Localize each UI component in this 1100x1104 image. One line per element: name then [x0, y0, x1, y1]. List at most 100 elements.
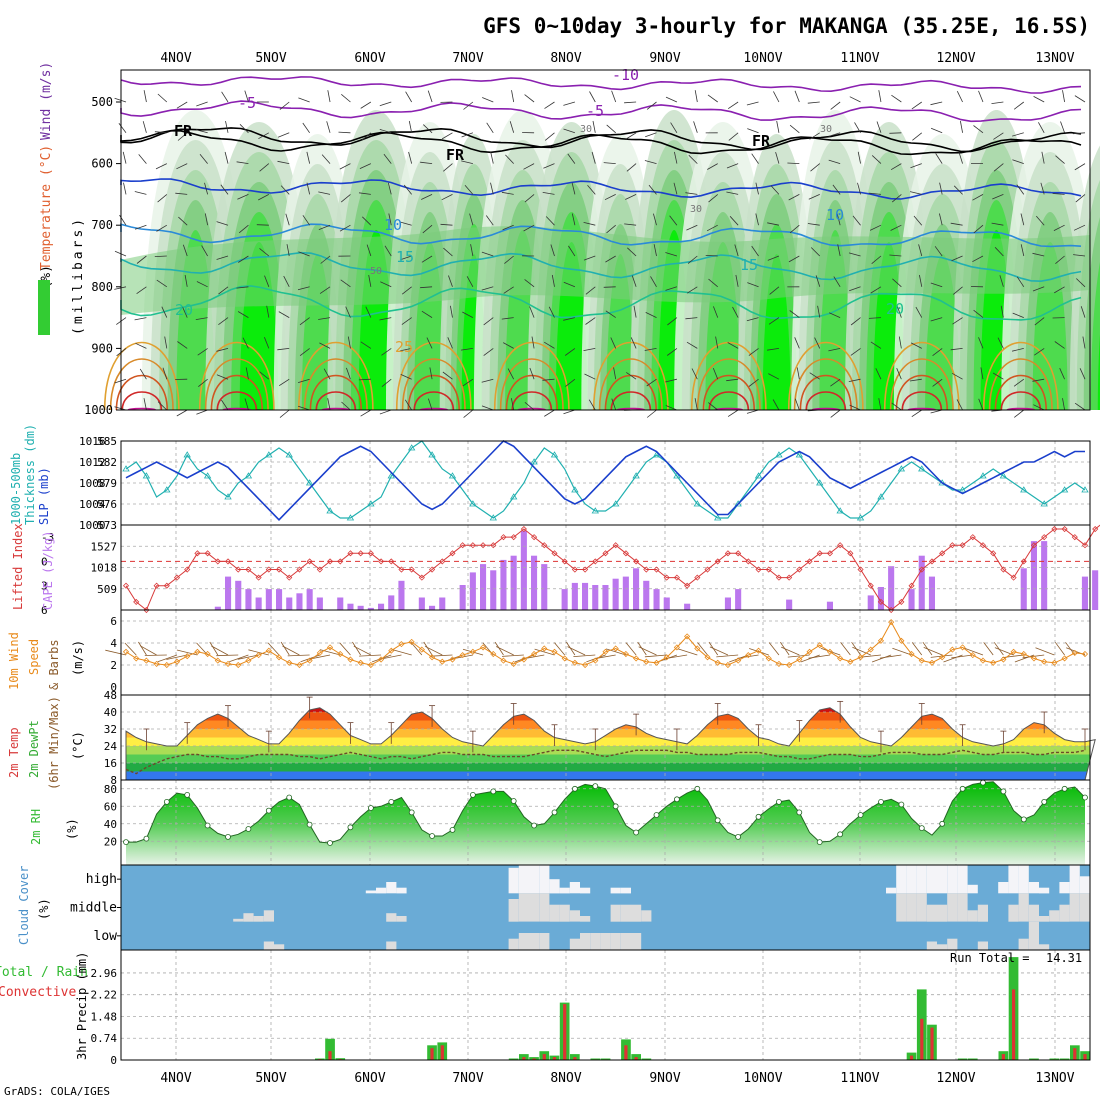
isotherm-label: 15	[396, 248, 414, 266]
cloud-cell	[641, 910, 651, 921]
isotherm-label: -5	[238, 94, 256, 112]
wind-label-3: & Barbs	[47, 639, 61, 690]
rh2m-marker	[266, 808, 271, 813]
cape-bar	[929, 577, 935, 610]
cloud-cell	[1059, 882, 1069, 893]
cloud-cell	[580, 933, 590, 950]
rh2m-marker	[797, 810, 802, 815]
rh2m-marker	[1062, 786, 1067, 791]
cape-bar	[256, 598, 262, 611]
date-label-bottom: 4NOV	[160, 1071, 191, 1086]
date-label-bottom: 11NOV	[840, 1071, 879, 1086]
cape-bar	[521, 531, 527, 610]
cloud-cell	[376, 888, 386, 894]
cloud-cell	[600, 933, 610, 950]
cloud-cell	[570, 939, 580, 950]
cape-bar	[888, 566, 894, 610]
isotherm-label: FR	[174, 122, 193, 140]
rh2m-marker	[981, 780, 986, 785]
rh2m-label-1: 2m RH	[29, 809, 43, 845]
cloud-cell	[1019, 893, 1029, 921]
precip-conv-bar	[1073, 1048, 1076, 1060]
rh2m-marker	[144, 836, 149, 841]
rh2m-marker	[572, 786, 577, 791]
cape-bar	[623, 577, 629, 610]
cape-bar	[1031, 541, 1037, 610]
slp-label: SLP (mb)	[37, 467, 51, 525]
cape-bar	[235, 581, 241, 610]
cape-bar	[317, 598, 323, 611]
precip-tick-label: 0.74	[91, 1032, 118, 1045]
cloud-cell	[998, 882, 1008, 893]
cloud-cell	[1019, 939, 1029, 950]
cape-bar	[490, 570, 496, 610]
cape-bar	[337, 598, 343, 611]
date-label-top: 6NOV	[354, 51, 385, 66]
isotherm-label: 10	[384, 216, 402, 234]
cape-bar	[664, 598, 670, 611]
cape-bar	[613, 579, 619, 610]
cloud-cell	[937, 944, 947, 950]
slp-tick-label: 1000	[79, 519, 106, 532]
temp-tick-label: 32	[104, 723, 117, 736]
cape-bar	[643, 581, 649, 610]
isotherm-label: 30	[820, 124, 832, 135]
cloud-cell	[274, 944, 284, 950]
rh2m-tick-label: 60	[104, 800, 117, 813]
footer-credit: GrADS: COLA/IGES	[4, 1085, 110, 1098]
cloud-cell	[1008, 865, 1018, 893]
cloud-cell	[264, 910, 274, 921]
cloud-cell	[549, 905, 559, 922]
temp-tick-label: 16	[104, 757, 117, 770]
cape-bar	[1092, 570, 1098, 610]
isotherm-label: -10	[612, 66, 639, 84]
cape-bar	[868, 595, 874, 610]
date-label-bottom: 9NOV	[649, 1071, 680, 1086]
cloud-cell	[906, 865, 916, 893]
isotherm-label: 30	[690, 204, 702, 215]
rh2m-label-2: (%)	[65, 818, 79, 840]
temp-label-2: 2m DewPt	[27, 720, 41, 778]
upper-ytick-label: 600	[91, 157, 113, 171]
cloud-cell	[509, 899, 519, 922]
cloud-cell	[539, 865, 549, 893]
precip-conv-bar	[328, 1051, 331, 1060]
precip-label-3: 3hr Precip (mm)	[75, 952, 89, 1060]
wind-barb	[604, 287, 616, 288]
cloud-cell	[1039, 916, 1049, 922]
rh2m-marker	[389, 799, 394, 804]
cloud-cell	[621, 905, 631, 922]
cloud-cell	[529, 933, 539, 950]
wind-label-4: (m/s)	[71, 640, 85, 676]
cloud-cell	[254, 916, 264, 922]
cloud-cell	[927, 942, 937, 951]
precip-label-2: Convective	[0, 985, 76, 1000]
rh2m-marker	[164, 799, 169, 804]
cloud-cell	[1070, 893, 1080, 921]
cape-bar	[296, 593, 302, 610]
cape-bar	[307, 589, 313, 610]
cloud-cell	[386, 913, 396, 922]
rh2m-tick-label: 40	[104, 818, 117, 831]
date-label-bottom: 5NOV	[255, 1071, 286, 1086]
cloud-cell	[896, 893, 906, 921]
cloud-cell	[509, 939, 519, 950]
wind-barb	[257, 225, 269, 226]
cloud-cell	[1039, 944, 1049, 950]
wind-label-1: 10m Wind	[7, 632, 21, 690]
cloud-cell	[519, 893, 529, 921]
cloud-cell	[1008, 905, 1018, 922]
date-label-bottom: 12NOV	[936, 1071, 975, 1086]
chart-title: GFS 0~10day 3-hourly for MAKANGA (35.25E…	[483, 14, 1090, 38]
isotherm-label: 50	[370, 266, 382, 277]
rh2m-marker	[634, 830, 639, 835]
rh2m-marker	[430, 834, 435, 839]
cape-tick-label: 1527	[91, 540, 118, 553]
cloud-level-label: middle	[70, 901, 117, 916]
cape-tick-label: 509	[97, 583, 117, 596]
cape-bar	[388, 595, 394, 610]
cloud-cell	[580, 916, 590, 922]
cloud-cell	[529, 893, 539, 921]
isotherm-label: FR	[752, 132, 771, 150]
